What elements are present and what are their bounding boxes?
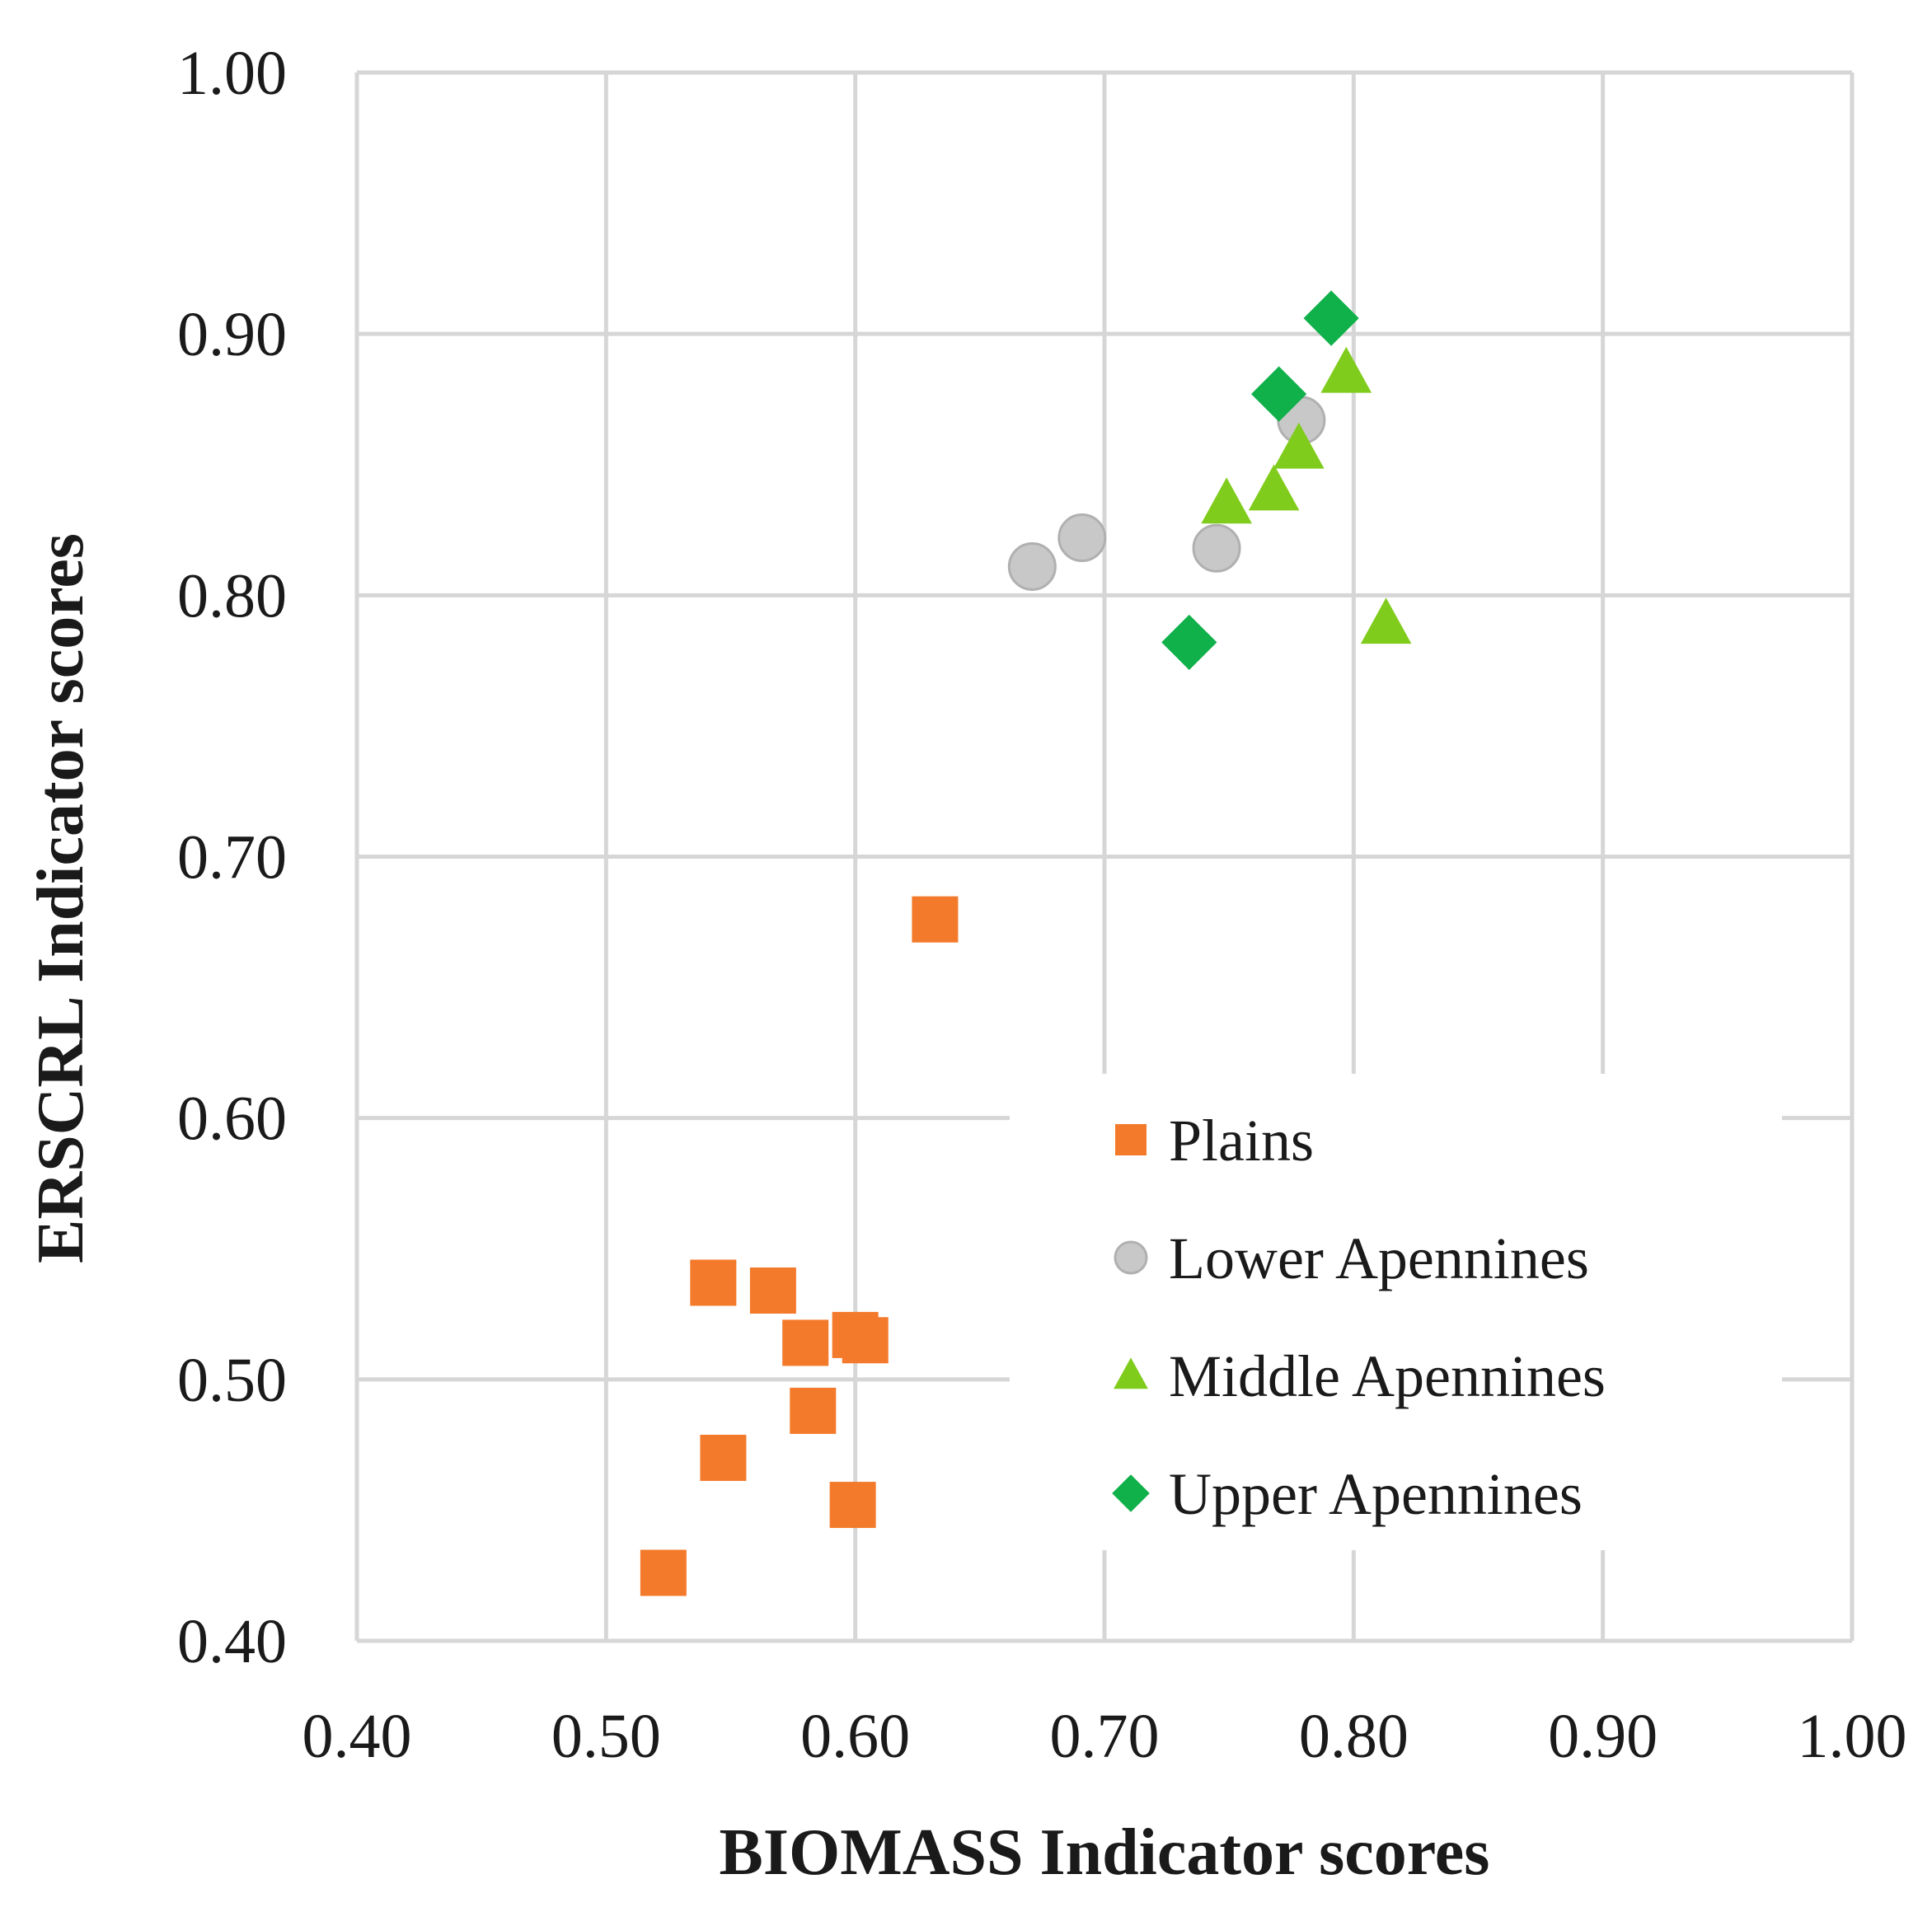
x-tick-label: 0.70 [1050,1702,1160,1771]
y-tick-label: 0.60 [177,1085,287,1154]
point-upper-apennines [1251,366,1307,422]
legend-marker-middle-apennines [1114,1357,1148,1389]
y-tick-label: 0.80 [177,561,287,630]
point-upper-apennines [1161,614,1217,671]
x-tick-label: 0.80 [1299,1702,1409,1771]
point-lower-apennines [1007,541,1057,591]
y-tick-label: 0.90 [177,300,287,369]
y-axis-title: ERSCRL Indicator scores [25,533,97,1263]
point-lower-apennines [1192,523,1241,573]
legend: Plains Lower Apennines Middle Apennines Upp… [1010,1074,1782,1550]
point-plains [829,1482,876,1529]
x-axis-title: BIOMASS Indicator scores [720,1816,1490,1889]
y-tick-label: 0.50 [177,1346,287,1415]
legend-label-lower-apennines: Lower Apennines [1169,1225,1589,1291]
legend-label-middle-apennines: Middle Apennines [1169,1343,1606,1409]
point-upper-apennines [1303,290,1359,346]
y-axis-ticks: 0.40 0.50 0.60 0.70 0.80 0.90 1.00 [177,39,287,1676]
x-tick-label: 0.50 [551,1702,661,1771]
x-tick-label: 1.00 [1798,1702,1907,1771]
point-plains [690,1259,737,1306]
y-tick-label: 1.00 [177,39,287,108]
y-tick-label: 0.70 [177,823,287,893]
point-middle-apennines [1360,597,1412,644]
point-plains [700,1434,747,1481]
point-lower-apennines [1057,513,1107,563]
legend-label-upper-apennines: Upper Apennines [1169,1461,1583,1527]
point-plains [749,1267,796,1314]
point-plains [782,1319,829,1366]
point-plains [790,1387,837,1434]
legend-marker-upper-apennines [1112,1474,1150,1512]
point-plains [912,896,959,943]
point-plains [842,1317,889,1364]
legend-label-plains: Plains [1169,1108,1314,1174]
point-middle-apennines [1248,464,1300,511]
point-middle-apennines [1320,346,1372,393]
x-tick-label: 0.90 [1548,1702,1658,1771]
legend-marker-lower-apennines [1114,1240,1148,1275]
grid [354,70,1855,1643]
point-plains [640,1549,687,1596]
x-tick-label: 0.60 [800,1702,910,1771]
x-axis-ticks: 0.40 0.50 0.60 0.70 0.80 0.90 1.00 [302,1702,1907,1771]
legend-marker-plains [1115,1124,1147,1155]
x-tick-label: 0.40 [302,1702,412,1771]
data-points [640,290,1412,1596]
point-middle-apennines [1201,477,1252,524]
point-middle-apennines [1273,422,1325,469]
y-tick-label: 0.40 [177,1607,287,1676]
